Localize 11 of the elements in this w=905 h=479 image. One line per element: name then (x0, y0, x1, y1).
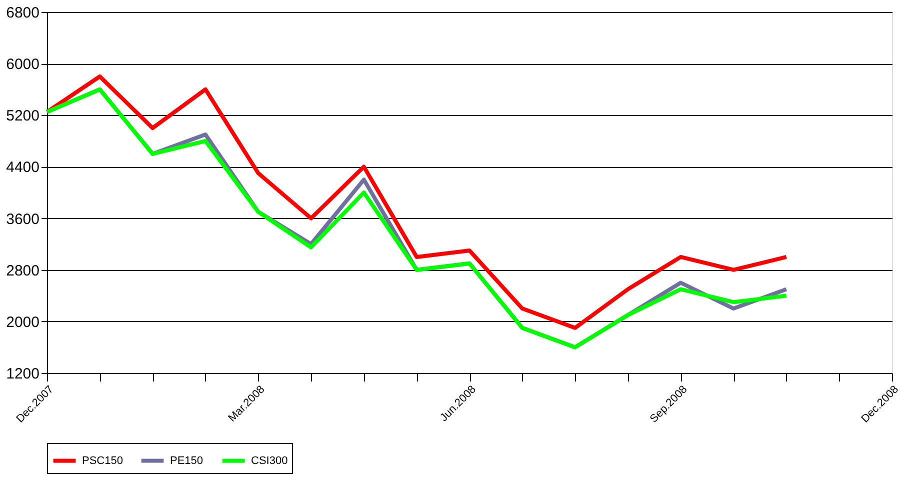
legend-label: CSI300 (251, 454, 288, 467)
y-tick-label: 1200 (6, 366, 40, 382)
y-tick-label: 6000 (6, 56, 40, 74)
y-tick-label: 6800 (6, 4, 40, 22)
y-tick-label: 3600 (6, 210, 40, 228)
legend-label: PE150 (170, 454, 204, 467)
y-tick-label: 2000 (6, 314, 40, 331)
y-tick-label: 4400 (6, 159, 40, 176)
y-tick-label: 2800 (6, 262, 40, 280)
legend-label: PSC150 (82, 454, 123, 467)
y-tick-label: 5200 (6, 108, 40, 125)
